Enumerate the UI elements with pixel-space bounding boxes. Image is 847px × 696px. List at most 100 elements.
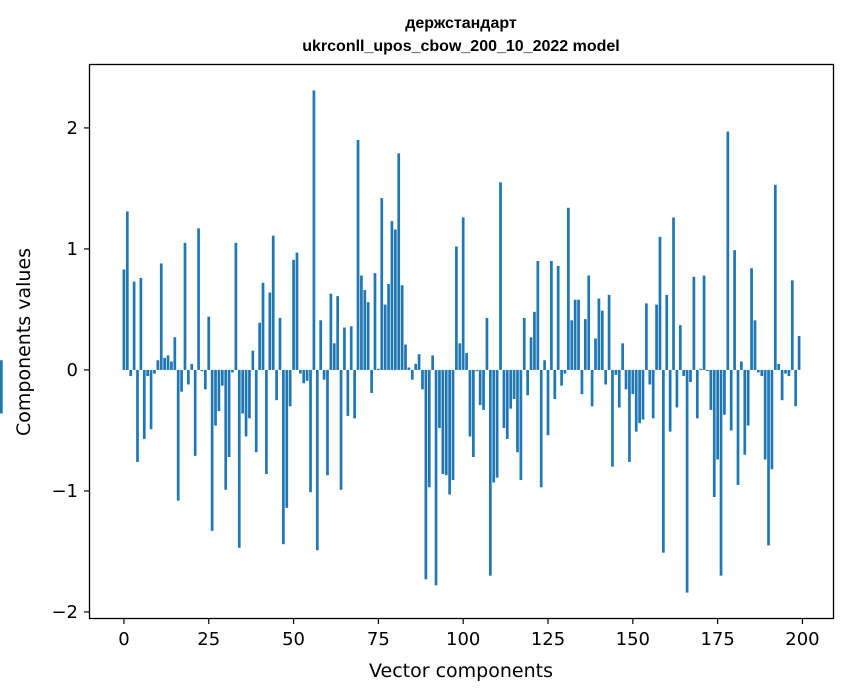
x-axis-ticks: 0 25 50 75 100 125 150 175 200 bbox=[118, 618, 820, 650]
bar-65 bbox=[343, 327, 346, 370]
bar-72 bbox=[366, 302, 370, 370]
bar-176 bbox=[719, 369, 723, 576]
bar-30 bbox=[224, 369, 228, 490]
bar-129 bbox=[560, 369, 563, 386]
bar-45 bbox=[275, 369, 278, 401]
bar-165 bbox=[682, 369, 686, 376]
bar-130 bbox=[563, 369, 567, 374]
bar-181 bbox=[736, 369, 740, 485]
bar-13 bbox=[166, 355, 170, 370]
bar-191 bbox=[770, 369, 774, 470]
bar-38 bbox=[251, 350, 255, 370]
bar-97 bbox=[451, 369, 455, 481]
bar-138 bbox=[590, 369, 594, 407]
bar-142 bbox=[604, 369, 608, 385]
bar-125 bbox=[546, 369, 550, 436]
bar-67 bbox=[349, 326, 353, 370]
y-tick-label: −1 bbox=[51, 481, 78, 502]
bar-133 bbox=[573, 299, 577, 370]
bar-0 bbox=[122, 269, 126, 370]
bar-85 bbox=[410, 369, 414, 380]
bar-76 bbox=[380, 198, 384, 370]
bar-132 bbox=[570, 320, 574, 370]
bar-33 bbox=[234, 242, 238, 370]
chart-subtitle: ukrconll_upos_cbow_200_10_2022 model bbox=[302, 38, 619, 55]
bar-195 bbox=[784, 369, 787, 374]
bar-119 bbox=[526, 369, 530, 396]
y-tick-label: 0 bbox=[67, 360, 78, 381]
bar-56 bbox=[312, 90, 316, 370]
bar-19 bbox=[187, 369, 190, 385]
bar-161 bbox=[668, 369, 672, 432]
x-tick-label: 75 bbox=[367, 629, 390, 650]
bar-24 bbox=[203, 369, 207, 390]
bar-117 bbox=[519, 369, 523, 481]
bar-46 bbox=[278, 317, 282, 370]
bar-52 bbox=[298, 369, 302, 374]
bar-92 bbox=[434, 369, 438, 586]
bar-49 bbox=[288, 369, 292, 407]
bar-109 bbox=[492, 369, 496, 483]
bar-173 bbox=[709, 369, 713, 410]
bar-79 bbox=[390, 221, 394, 370]
bar-107 bbox=[485, 317, 489, 370]
bar-39 bbox=[254, 369, 258, 453]
bar-177 bbox=[723, 369, 726, 415]
bar-88 bbox=[421, 369, 424, 390]
bar-100 bbox=[461, 217, 465, 370]
bar-34 bbox=[237, 369, 241, 548]
bar-187 bbox=[757, 369, 760, 373]
x-tick-label: 50 bbox=[282, 629, 305, 650]
bar-182 bbox=[740, 361, 743, 370]
bar-9 bbox=[153, 369, 156, 374]
bar-58 bbox=[319, 320, 323, 370]
bar-12 bbox=[163, 357, 166, 370]
bar-113 bbox=[505, 369, 509, 439]
y-tick-label: 1 bbox=[67, 239, 78, 260]
bar-73 bbox=[370, 369, 373, 393]
bar-43 bbox=[268, 292, 272, 370]
bar-90 bbox=[427, 369, 431, 488]
bar-179 bbox=[729, 369, 733, 431]
y-axis-label: Components values bbox=[13, 248, 35, 436]
bar-156 bbox=[651, 369, 655, 419]
bar-105 bbox=[478, 369, 482, 406]
bar-57 bbox=[315, 369, 319, 551]
bar-41 bbox=[261, 282, 265, 370]
bar-155 bbox=[648, 369, 652, 385]
bar-167 bbox=[689, 369, 692, 383]
bar-64 bbox=[339, 369, 343, 490]
bar-74 bbox=[373, 273, 377, 370]
bar-114 bbox=[509, 369, 513, 409]
bar-163 bbox=[675, 369, 679, 408]
bar-29 bbox=[220, 369, 224, 386]
bar-126 bbox=[550, 261, 553, 370]
bar-120 bbox=[529, 337, 533, 370]
bar-50 bbox=[292, 259, 295, 370]
bar-5 bbox=[139, 277, 143, 370]
bar-71 bbox=[363, 290, 367, 370]
bar-80 bbox=[393, 229, 397, 370]
bar-180 bbox=[733, 250, 736, 370]
bar-198 bbox=[794, 369, 798, 407]
bar-48 bbox=[285, 369, 289, 508]
bar-170 bbox=[699, 368, 703, 370]
bar-158 bbox=[658, 236, 662, 370]
bar-undefined bbox=[0, 369, 3, 414]
bar-118 bbox=[522, 317, 526, 370]
bar-136 bbox=[583, 319, 587, 370]
bar-83 bbox=[404, 344, 407, 370]
bar-70 bbox=[360, 275, 363, 370]
bar-159 bbox=[662, 369, 665, 553]
bar-192 bbox=[773, 184, 777, 370]
bar-162 bbox=[672, 217, 675, 370]
y-axis-ticks: −2 −1 0 1 2 bbox=[51, 118, 90, 623]
bar-184 bbox=[746, 369, 750, 426]
bar-69 bbox=[356, 140, 360, 370]
bar-108 bbox=[488, 369, 492, 576]
x-tick-label: 125 bbox=[531, 629, 565, 650]
bar-68 bbox=[353, 369, 356, 419]
y-tick-label: 2 bbox=[67, 118, 78, 139]
bar-112 bbox=[502, 369, 506, 429]
